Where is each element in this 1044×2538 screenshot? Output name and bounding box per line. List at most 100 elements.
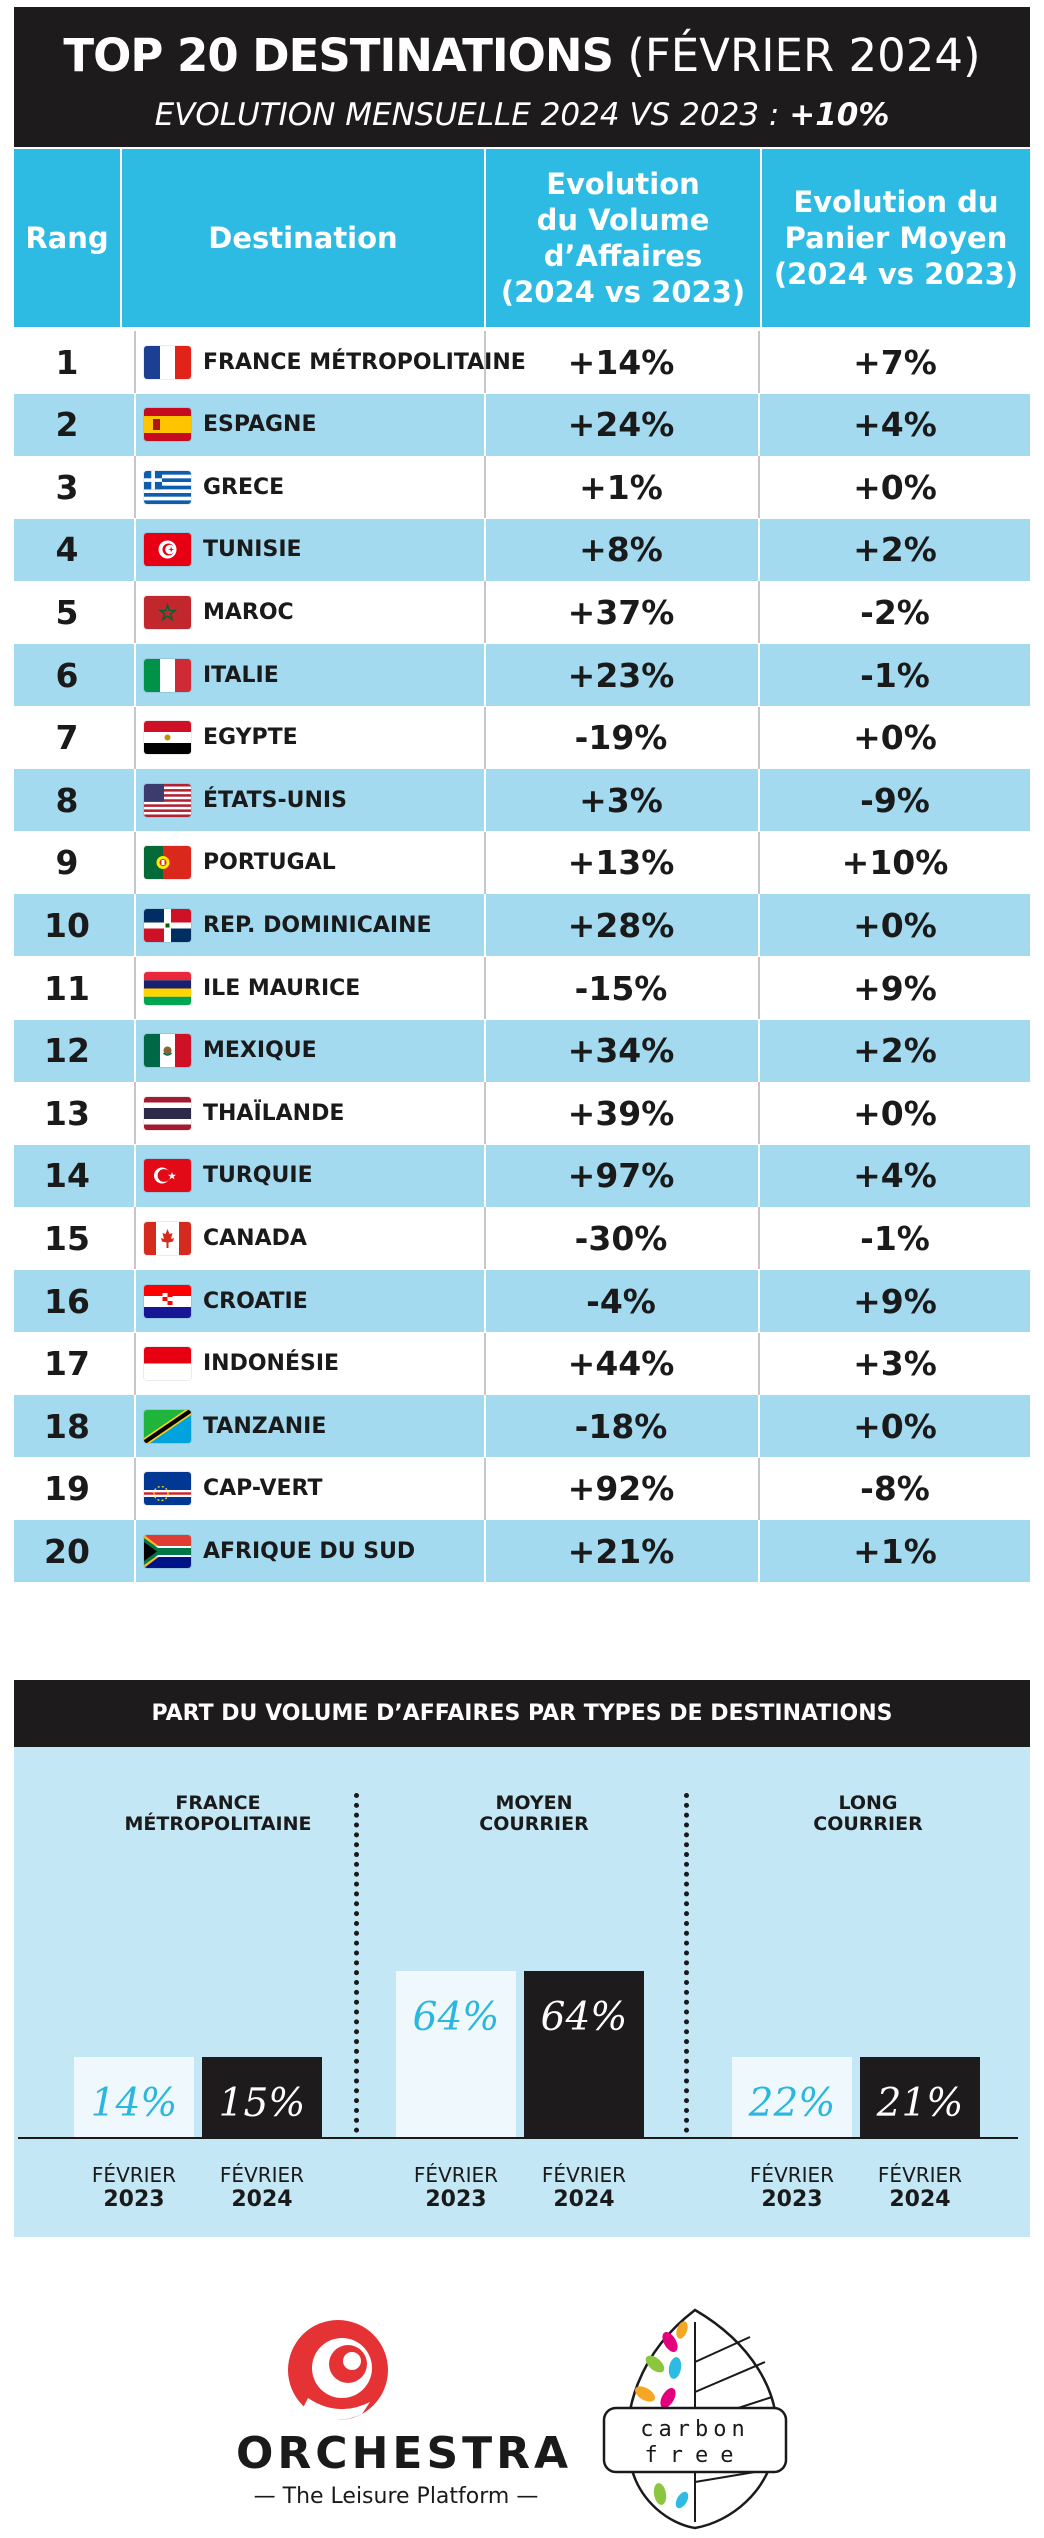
destination-name: TURQUIE bbox=[203, 1163, 313, 1189]
column-divider bbox=[484, 769, 486, 832]
rank-cell: 18 bbox=[44, 1406, 90, 1446]
column-divider bbox=[134, 894, 136, 957]
volume-evolution-cell: +24% bbox=[567, 405, 675, 445]
x-axis-label: FÉVRIER 2024 bbox=[524, 2163, 644, 2213]
column-divider bbox=[758, 1082, 760, 1145]
rank-cell: 7 bbox=[55, 718, 79, 758]
x-label-year: 2023 bbox=[103, 2187, 165, 2212]
column-divider bbox=[758, 456, 760, 519]
chart-baseline bbox=[18, 2137, 1018, 2139]
x-axis-label: FÉVRIER 2023 bbox=[396, 2163, 516, 2213]
bar-value-label: 64% bbox=[412, 1994, 500, 2040]
italy-flag-icon bbox=[144, 658, 191, 692]
bar-2023: 64% bbox=[396, 1970, 516, 2137]
column-divider bbox=[484, 456, 486, 519]
column-divider bbox=[484, 1520, 486, 1583]
bar-2024: 21% bbox=[860, 2057, 980, 2137]
column-divider bbox=[484, 1144, 486, 1207]
tunisia-flag-icon bbox=[144, 533, 191, 567]
rank-cell: 1 bbox=[55, 342, 79, 382]
panier-evolution-cell: +10% bbox=[841, 843, 949, 883]
column-divider bbox=[134, 393, 136, 456]
volume-evolution-cell: +21% bbox=[567, 1531, 675, 1571]
destination-name: CANADA bbox=[203, 1225, 307, 1251]
column-divider bbox=[134, 518, 136, 581]
destination-name: REP. DOMINICAINE bbox=[203, 912, 432, 938]
column-divider bbox=[134, 1082, 136, 1145]
volume-evolution-cell: +97% bbox=[567, 1156, 675, 1196]
column-divider bbox=[758, 1520, 760, 1583]
column-divider bbox=[758, 331, 760, 393]
rank-cell: 5 bbox=[55, 592, 79, 632]
destination-cell: ÉTATS-UNIS bbox=[144, 769, 347, 831]
column-divider bbox=[758, 1270, 760, 1332]
volume-evolution-cell: +13% bbox=[567, 843, 675, 883]
destination-name: ESPAGNE bbox=[203, 412, 317, 438]
destination-cell: GRECE bbox=[144, 456, 284, 518]
x-label-year: 2023 bbox=[761, 2187, 823, 2212]
volume-evolution-cell: -19% bbox=[574, 718, 668, 758]
table-row: 16 CROATIE -4% +9% bbox=[14, 1270, 1030, 1332]
orchestra-brand-name: ORCHESTRA bbox=[236, 2428, 573, 2479]
thailand-flag-icon bbox=[144, 1096, 191, 1130]
x-label-month: FÉVRIER bbox=[219, 2163, 305, 2187]
column-divider bbox=[134, 1270, 136, 1332]
column-divider bbox=[484, 706, 486, 769]
destination-cell: MEXIQUE bbox=[144, 1020, 317, 1082]
orchestra-tagline: — The Leisure Platform — bbox=[253, 2484, 539, 2509]
column-divider bbox=[484, 831, 486, 894]
tanzania-flag-icon bbox=[144, 1409, 191, 1443]
column-divider bbox=[758, 393, 760, 456]
rank-cell: 13 bbox=[44, 1093, 90, 1133]
destination-name: MAROC bbox=[203, 599, 294, 625]
volume-evolution-cell: +8% bbox=[579, 530, 663, 570]
volume-evolution-cell: +3% bbox=[579, 780, 663, 820]
header-volume: Evolution du Volume d’Affaires (2024 vs … bbox=[484, 149, 760, 327]
rank-cell: 19 bbox=[44, 1469, 90, 1509]
panier-evolution-cell: +1% bbox=[853, 1531, 937, 1571]
panier-evolution-cell: -1% bbox=[860, 655, 930, 695]
table-row: 18 TANZANIE -18% +0% bbox=[14, 1395, 1030, 1458]
bar-value-label: 15% bbox=[218, 2081, 306, 2126]
rank-cell: 4 bbox=[55, 530, 79, 570]
table-row: 15 CANADA -30% -1% bbox=[14, 1207, 1030, 1270]
volume-evolution-cell: +39% bbox=[567, 1093, 675, 1133]
panier-evolution-cell: +4% bbox=[853, 1156, 937, 1196]
x-label-month: FÉVRIER bbox=[413, 2163, 499, 2187]
table-row: 8 ÉTATS-UNIS +3% -9% bbox=[14, 769, 1030, 832]
column-divider bbox=[484, 393, 486, 456]
column-divider bbox=[758, 894, 760, 957]
egypt-flag-icon bbox=[144, 721, 191, 755]
destination-name: CROATIE bbox=[203, 1288, 308, 1314]
carbon-text: carbon bbox=[640, 2417, 749, 2442]
indonesia-flag-icon bbox=[144, 1347, 191, 1381]
volume-evolution-cell: +1% bbox=[579, 467, 663, 507]
page-title: TOP 20 DESTINATIONS (FÉVRIER 2024) bbox=[14, 33, 1030, 78]
panier-evolution-cell: +0% bbox=[853, 718, 937, 758]
canada-flag-icon bbox=[144, 1221, 191, 1255]
panier-evolution-cell: -1% bbox=[860, 1218, 930, 1258]
column-divider bbox=[484, 518, 486, 581]
rank-cell: 12 bbox=[44, 1031, 90, 1071]
header-destination: Destination bbox=[120, 149, 484, 327]
subtitle-text: EVOLUTION MENSUELLE 2024 VS 2023 : bbox=[154, 97, 780, 133]
rank-cell: 6 bbox=[55, 655, 79, 695]
x-label-month: FÉVRIER bbox=[877, 2163, 963, 2187]
x-label-year: 2023 bbox=[425, 2187, 487, 2212]
column-divider bbox=[758, 1207, 760, 1270]
destination-cell: INDONÉSIE bbox=[144, 1333, 339, 1395]
table-row: 20 AFRIQUE DU SUD +21% +1% bbox=[14, 1520, 1030, 1583]
rank-cell: 3 bbox=[55, 467, 79, 507]
destination-name: EGYPTE bbox=[203, 725, 298, 751]
rank-cell: 2 bbox=[55, 405, 79, 445]
column-divider bbox=[758, 957, 760, 1019]
bar-value-label: 22% bbox=[748, 2081, 836, 2126]
column-divider bbox=[134, 1332, 136, 1395]
bar-value-label: 21% bbox=[876, 2081, 964, 2126]
table-row: 9 PORTUGAL +13% +10% bbox=[14, 831, 1030, 894]
destination-name: INDONÉSIE bbox=[203, 1351, 340, 1377]
column-divider bbox=[484, 644, 486, 706]
column-divider bbox=[134, 769, 136, 832]
table-row: 14 TURQUIE +97% +4% bbox=[14, 1144, 1030, 1207]
bar-2023: 22% bbox=[732, 2057, 852, 2137]
